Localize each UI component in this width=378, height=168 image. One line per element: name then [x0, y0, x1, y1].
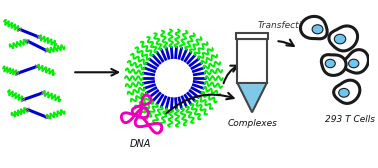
Bar: [237, 33, 268, 39]
Text: 293 T Cells: 293 T Cells: [325, 115, 375, 124]
Ellipse shape: [334, 34, 346, 44]
Text: Transfection: Transfection: [258, 22, 313, 30]
Ellipse shape: [339, 88, 349, 97]
Polygon shape: [321, 55, 346, 75]
Ellipse shape: [349, 59, 359, 68]
Polygon shape: [301, 16, 327, 39]
Text: Complexes: Complexes: [227, 119, 277, 128]
Ellipse shape: [325, 59, 335, 68]
Polygon shape: [334, 80, 360, 103]
Ellipse shape: [312, 25, 323, 34]
Bar: [237, 39, 267, 83]
Circle shape: [155, 60, 192, 97]
Polygon shape: [329, 26, 358, 51]
Text: DNA: DNA: [130, 139, 152, 149]
Polygon shape: [344, 50, 369, 73]
Polygon shape: [237, 83, 267, 112]
